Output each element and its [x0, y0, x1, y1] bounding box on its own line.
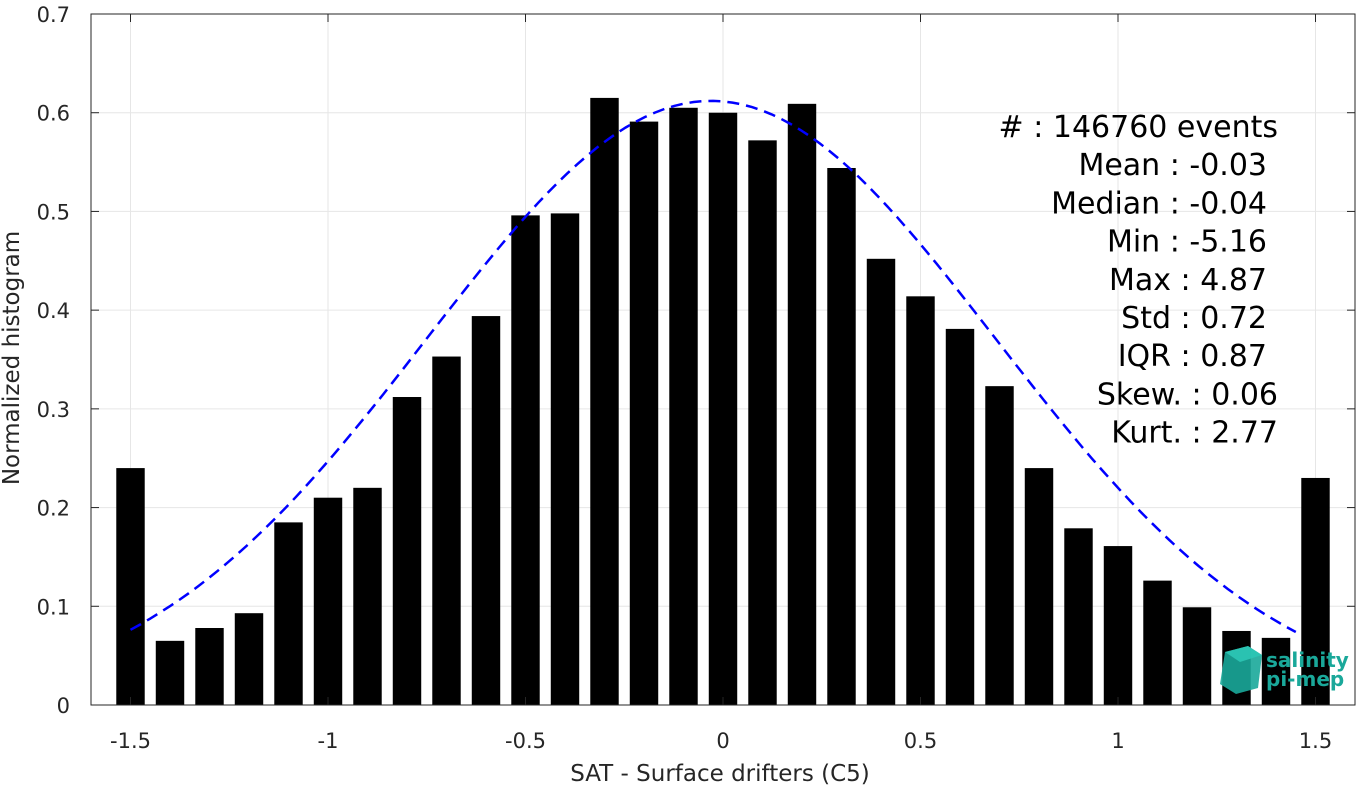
x-tick-label: 1.5 — [1299, 729, 1332, 753]
stat-line: Median : -0.04 — [1051, 186, 1267, 221]
histogram-bar — [629, 121, 659, 705]
y-tick-label: 0.1 — [37, 595, 70, 619]
y-tick-label: 0 — [57, 694, 70, 718]
y-tick-label: 0.3 — [37, 398, 70, 422]
histogram-bar — [1182, 607, 1212, 705]
x-axis-label: SAT - Surface drifters (C5) — [570, 761, 870, 785]
x-axis-ticks: -1.5 -1 -0.5 0 0.5 1 1.5 — [110, 14, 1332, 753]
stat-line: Std : 0.72 — [1121, 301, 1267, 336]
histogram-bar — [116, 468, 145, 705]
y-tick-label: 0.5 — [37, 200, 70, 224]
y-tick-label: 0.2 — [37, 497, 70, 521]
histogram-bar — [1064, 528, 1093, 705]
histogram-bar — [274, 522, 303, 705]
histogram-bar — [234, 613, 264, 705]
stat-line: Max : 4.87 — [1109, 263, 1267, 298]
gaussian-fit-curve — [129, 99, 1297, 634]
stat-line: IQR : 0.87 — [1118, 339, 1267, 374]
histogram-bar — [1103, 546, 1133, 705]
histogram-bar — [590, 97, 619, 705]
bars — [116, 97, 1330, 706]
histogram-bar — [748, 140, 777, 706]
x-tick-label: -1.5 — [110, 729, 151, 753]
histogram-bar — [353, 487, 382, 705]
y-axis-label: Normalized histogram — [0, 231, 25, 485]
histogram-bar — [392, 397, 422, 705]
x-tick-label: 1 — [1111, 729, 1124, 753]
histogram-bar — [511, 215, 540, 705]
histogram-bar — [906, 296, 935, 705]
histogram-bar — [155, 640, 185, 705]
histogram-bar — [708, 112, 738, 705]
y-axis-ticks: 0 0.1 0.2 0.3 0.4 0.5 0.6 0.7 — [37, 3, 1355, 718]
histogram-bar — [195, 628, 224, 705]
logo-line1: salinity — [1266, 648, 1349, 672]
histogram-bar — [1024, 468, 1054, 705]
stat-line: Kurt. : 2.77 — [1111, 416, 1278, 451]
x-tick-label: 0.5 — [904, 729, 937, 753]
histogram-bar — [1261, 637, 1291, 705]
stat-line: Skew. : 0.06 — [1097, 377, 1278, 412]
salinity-pi-mep-logo: salinity pi-mep — [1220, 646, 1349, 694]
y-tick-label: 0.6 — [37, 102, 70, 126]
histogram-bar — [945, 328, 975, 705]
histogram-bar — [1143, 580, 1172, 705]
stat-line: Min : -5.16 — [1107, 225, 1267, 260]
x-tick-label: -1 — [318, 729, 339, 753]
x-tick-label: -0.5 — [505, 729, 546, 753]
x-tick-label: 0 — [716, 729, 729, 753]
histogram-bar — [985, 386, 1014, 705]
y-tick-label: 0.4 — [37, 299, 70, 323]
histogram-bar — [432, 356, 461, 705]
histogram-bar — [866, 258, 896, 705]
histogram-bar — [1301, 477, 1330, 705]
histogram-bar — [827, 167, 856, 706]
stat-line: Mean : -0.03 — [1078, 148, 1267, 183]
histogram-bar — [787, 103, 817, 705]
logo-line2: pi-mep — [1266, 667, 1344, 691]
stat-line: # : 146760 events — [999, 110, 1278, 145]
histogram-bar — [669, 107, 698, 706]
histogram-bar — [313, 497, 343, 705]
histogram-bar — [550, 213, 580, 705]
y-tick-label: 0.7 — [37, 3, 70, 27]
histogram-bar — [471, 316, 501, 705]
